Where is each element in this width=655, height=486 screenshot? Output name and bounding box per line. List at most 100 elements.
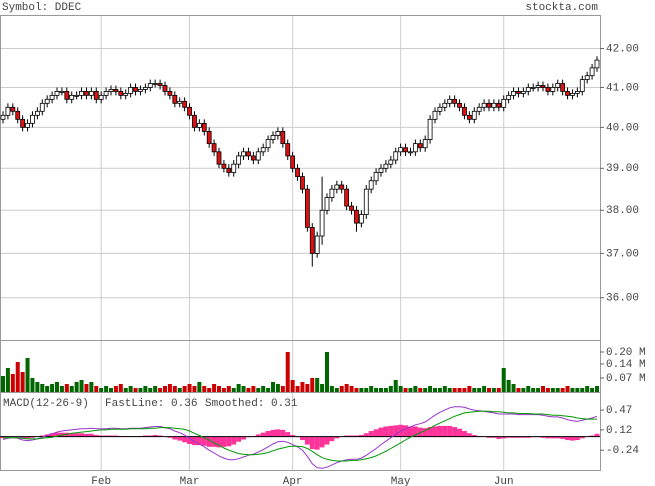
volume-bar	[275, 384, 280, 392]
volume-bar	[575, 388, 580, 392]
candle-body	[383, 163, 389, 169]
candle-body	[84, 91, 89, 96]
candle-body	[255, 151, 261, 161]
candle-body	[211, 143, 217, 153]
volume-bar	[570, 388, 575, 392]
volume-bar	[79, 380, 84, 392]
histogram-bar	[231, 436, 237, 445]
volume-bar	[236, 384, 241, 392]
candle-body	[378, 167, 384, 173]
volume-bar	[74, 382, 79, 392]
candle-body	[447, 98, 453, 104]
volume-bar	[580, 388, 585, 392]
histogram-bar	[49, 433, 55, 437]
histogram-bar	[486, 436, 492, 438]
volume-bar	[339, 386, 344, 392]
candle-body	[177, 100, 183, 104]
histogram-bar	[187, 436, 192, 444]
candle-body	[270, 135, 276, 140]
volume-bar	[501, 368, 506, 392]
candle-body	[246, 151, 251, 157]
volume-bar	[172, 386, 177, 392]
histogram-bar	[113, 435, 119, 437]
histogram-bar	[417, 427, 423, 437]
histogram-bar	[285, 432, 291, 437]
y-tick-label: 0.20 M	[606, 347, 646, 359]
candle-body	[530, 87, 536, 89]
histogram-bar	[201, 436, 207, 446]
volume-bar	[290, 380, 295, 392]
candle-body	[39, 102, 45, 112]
histogram-bar	[422, 428, 428, 437]
x-tick-label: May	[391, 476, 411, 486]
histogram-bar	[20, 436, 26, 439]
volume-bar	[221, 388, 226, 392]
volume-bar	[491, 388, 496, 392]
candle-body	[250, 155, 256, 161]
volume-bar	[565, 386, 570, 392]
candle-body	[516, 91, 521, 94]
y-tick-label: 36.00	[606, 293, 639, 305]
volume-bar	[187, 384, 192, 392]
volume-bar	[266, 388, 271, 392]
candle-body	[486, 102, 492, 108]
candle-body	[142, 87, 148, 90]
volume-bar	[5, 368, 10, 392]
candle-body	[226, 167, 232, 173]
histogram-bar	[304, 436, 310, 445]
histogram-bar	[241, 436, 246, 440]
candle-body	[589, 67, 595, 77]
volume-bar	[167, 384, 172, 392]
volume-bar	[177, 388, 182, 392]
volume-bar	[251, 386, 256, 392]
y-tick-label: 0.12	[606, 425, 632, 437]
volume-bar	[84, 384, 89, 392]
histogram-bar	[182, 436, 188, 443]
candle-body	[594, 59, 600, 69]
histogram-bar	[314, 436, 320, 450]
candle-body	[339, 184, 345, 190]
volume-bar	[40, 384, 45, 392]
candle-body	[138, 89, 143, 92]
candle-body	[260, 147, 266, 153]
histogram-bar	[349, 435, 354, 437]
volume-bar	[516, 388, 521, 392]
candle-body	[265, 139, 271, 149]
candle-body	[280, 131, 286, 145]
volume-bar	[261, 386, 266, 392]
candle-body	[334, 184, 340, 190]
candle-body	[300, 176, 305, 190]
volume-bar	[55, 382, 59, 392]
candle-body	[44, 98, 50, 104]
histogram-bar	[54, 432, 60, 437]
volume-bar	[64, 384, 69, 392]
volume-bar	[163, 386, 167, 392]
histogram-bar	[378, 427, 384, 437]
candle-body	[457, 102, 462, 108]
histogram-bar	[147, 435, 153, 437]
candle-body	[5, 106, 11, 116]
volume-bar	[128, 386, 133, 392]
candle-body	[172, 94, 178, 104]
y-tick-label: 42.00	[606, 43, 639, 55]
histogram-bar	[511, 436, 516, 438]
macd-title: MACD(12-26-9)	[3, 398, 89, 410]
candle-body	[201, 122, 207, 132]
candle-body	[241, 151, 246, 157]
histogram-bar	[196, 436, 202, 446]
histogram-bar	[98, 435, 104, 437]
volume-bar	[354, 388, 359, 392]
candle-body	[565, 91, 570, 96]
histogram-bar	[319, 436, 325, 448]
histogram-bar	[491, 436, 497, 438]
volume-bar	[452, 388, 457, 392]
histogram-bar	[216, 436, 222, 448]
volume-bar	[457, 388, 462, 392]
volume-bar	[310, 378, 315, 392]
volume-bar	[467, 386, 472, 392]
candle-body	[471, 110, 477, 120]
volume-bar	[369, 386, 374, 392]
volume-bar	[383, 388, 388, 392]
volume-bar	[285, 352, 290, 392]
volume-bar	[433, 388, 437, 392]
